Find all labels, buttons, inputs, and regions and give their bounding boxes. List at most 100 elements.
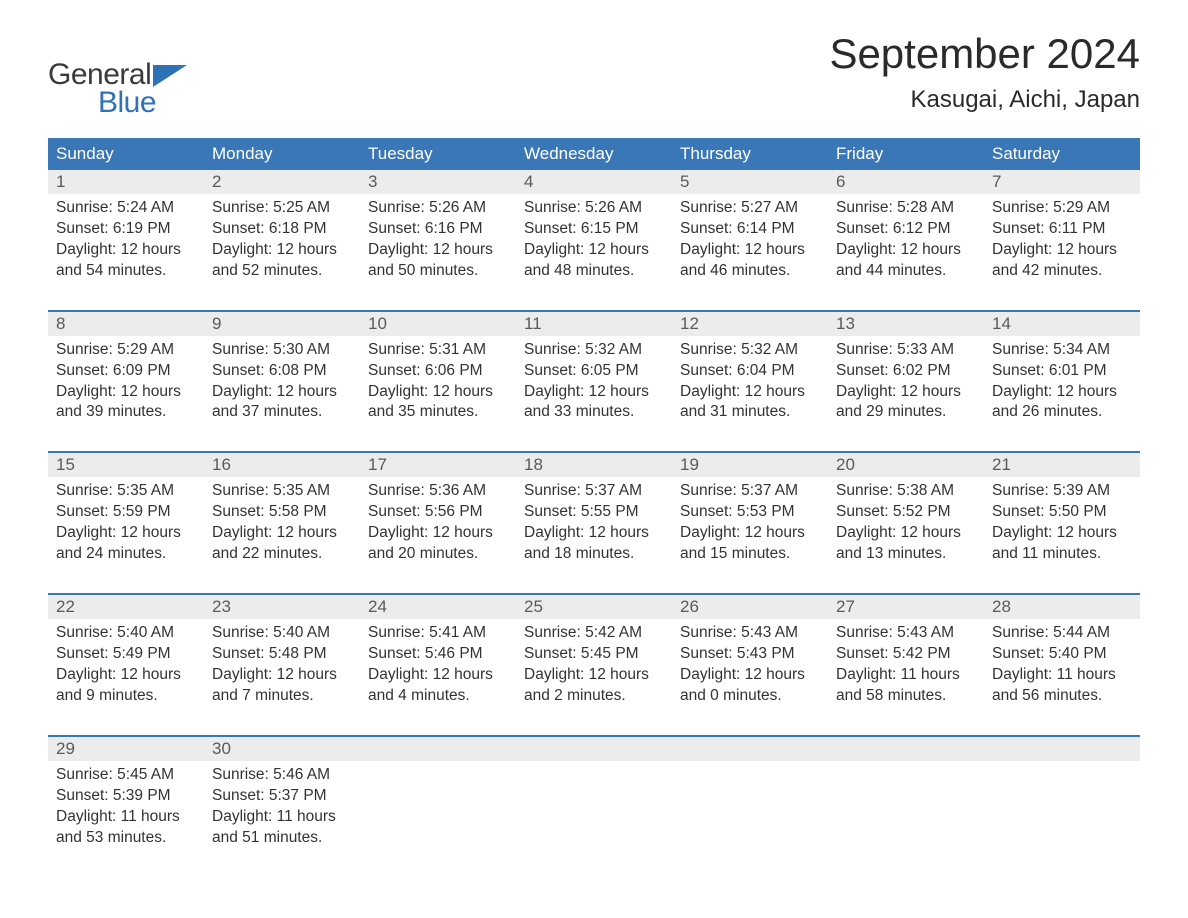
week-daynum-row: 1234567	[48, 170, 1140, 194]
day-number	[672, 737, 828, 761]
day-number-cell	[828, 737, 984, 761]
dow-header-saturday: Saturday	[984, 138, 1140, 170]
sunrise-line: Sunrise: 5:35 AM	[212, 481, 352, 502]
day-body: Sunrise: 5:40 AMSunset: 5:48 PMDaylight:…	[204, 619, 360, 735]
day-number-cell	[672, 737, 828, 761]
day-body: Sunrise: 5:32 AMSunset: 6:04 PMDaylight:…	[672, 336, 828, 452]
day-number: 16	[204, 453, 360, 477]
day-cell	[672, 761, 828, 877]
day-number-cell: 15	[48, 453, 204, 477]
sunrise-line: Sunrise: 5:43 AM	[836, 623, 976, 644]
sunrise-line: Sunrise: 5:28 AM	[836, 198, 976, 219]
sunrise-line: Sunrise: 5:45 AM	[56, 765, 196, 786]
day-cell: Sunrise: 5:35 AMSunset: 5:58 PMDaylight:…	[204, 477, 360, 593]
day-body: Sunrise: 5:29 AMSunset: 6:09 PMDaylight:…	[48, 336, 204, 452]
sunrise-line: Sunrise: 5:24 AM	[56, 198, 196, 219]
day-cell: Sunrise: 5:30 AMSunset: 6:08 PMDaylight:…	[204, 336, 360, 452]
day-number-cell: 22	[48, 595, 204, 619]
day-number-cell: 4	[516, 170, 672, 194]
day-body: Sunrise: 5:33 AMSunset: 6:02 PMDaylight:…	[828, 336, 984, 452]
day-body: Sunrise: 5:37 AMSunset: 5:53 PMDaylight:…	[672, 477, 828, 593]
day-number-cell: 30	[204, 737, 360, 761]
day-number-cell: 27	[828, 595, 984, 619]
day-body: Sunrise: 5:30 AMSunset: 6:08 PMDaylight:…	[204, 336, 360, 452]
sunset-line: Sunset: 6:18 PM	[212, 219, 352, 240]
day-cell: Sunrise: 5:39 AMSunset: 5:50 PMDaylight:…	[984, 477, 1140, 593]
week-body-row: Sunrise: 5:35 AMSunset: 5:59 PMDaylight:…	[48, 477, 1140, 593]
sunset-line: Sunset: 6:14 PM	[680, 219, 820, 240]
dow-header-wednesday: Wednesday	[516, 138, 672, 170]
day-number-cell: 13	[828, 312, 984, 336]
daylight-line: Daylight: 12 hours and 0 minutes.	[680, 665, 820, 707]
daylight-line: Daylight: 12 hours and 24 minutes.	[56, 523, 196, 565]
sunrise-line: Sunrise: 5:27 AM	[680, 198, 820, 219]
day-body: Sunrise: 5:37 AMSunset: 5:55 PMDaylight:…	[516, 477, 672, 593]
day-cell: Sunrise: 5:34 AMSunset: 6:01 PMDaylight:…	[984, 336, 1140, 452]
day-number	[360, 737, 516, 761]
sunrise-line: Sunrise: 5:40 AM	[56, 623, 196, 644]
week-daynum-row: 22232425262728	[48, 595, 1140, 619]
day-number-cell: 14	[984, 312, 1140, 336]
day-number: 6	[828, 170, 984, 194]
week-body-row: Sunrise: 5:29 AMSunset: 6:09 PMDaylight:…	[48, 336, 1140, 452]
day-body: Sunrise: 5:46 AMSunset: 5:37 PMDaylight:…	[204, 761, 360, 877]
sunrise-line: Sunrise: 5:41 AM	[368, 623, 508, 644]
day-body: Sunrise: 5:26 AMSunset: 6:15 PMDaylight:…	[516, 194, 672, 310]
sunset-line: Sunset: 6:08 PM	[212, 361, 352, 382]
day-body	[984, 761, 1140, 793]
sunset-line: Sunset: 5:39 PM	[56, 786, 196, 807]
day-cell: Sunrise: 5:31 AMSunset: 6:06 PMDaylight:…	[360, 336, 516, 452]
daylight-line: Daylight: 12 hours and 42 minutes.	[992, 240, 1132, 282]
day-number: 20	[828, 453, 984, 477]
day-body: Sunrise: 5:35 AMSunset: 5:59 PMDaylight:…	[48, 477, 204, 593]
daylight-line: Daylight: 12 hours and 13 minutes.	[836, 523, 976, 565]
sunset-line: Sunset: 5:49 PM	[56, 644, 196, 665]
dow-header-thursday: Thursday	[672, 138, 828, 170]
title-block: September 2024 Kasugai, Aichi, Japan	[829, 30, 1140, 114]
sunrise-line: Sunrise: 5:29 AM	[992, 198, 1132, 219]
sunset-line: Sunset: 6:09 PM	[56, 361, 196, 382]
sunrise-line: Sunrise: 5:34 AM	[992, 340, 1132, 361]
sunset-line: Sunset: 5:56 PM	[368, 502, 508, 523]
sunrise-line: Sunrise: 5:38 AM	[836, 481, 976, 502]
week-body-row: Sunrise: 5:24 AMSunset: 6:19 PM Daylight:…	[48, 194, 1140, 310]
daylight-line: Daylight: 12 hours and 31 minutes.	[680, 382, 820, 424]
day-number: 17	[360, 453, 516, 477]
day-number-cell: 9	[204, 312, 360, 336]
day-cell: Sunrise: 5:27 AMSunset: 6:14 PMDaylight:…	[672, 194, 828, 310]
daylight-line: Daylight: 12 hours and 29 minutes.	[836, 382, 976, 424]
daylight-line: Daylight: 12 hours and 44 minutes.	[836, 240, 976, 282]
sunset-line: Sunset: 6:19 PM	[56, 219, 196, 240]
day-body: Sunrise: 5:43 AMSunset: 5:43 PMDaylight:…	[672, 619, 828, 735]
sunrise-line: Sunrise: 5:40 AM	[212, 623, 352, 644]
sunrise-line: Sunrise: 5:32 AM	[524, 340, 664, 361]
day-body: Sunrise: 5:28 AMSunset: 6:12 PMDaylight:…	[828, 194, 984, 310]
week-daynum-row: 891011121314	[48, 312, 1140, 336]
day-body: Sunrise: 5:24 AMSunset: 6:19 PMDaylight:…	[48, 194, 204, 310]
day-number: 5	[672, 170, 828, 194]
sunset-line: Sunset: 6:05 PM	[524, 361, 664, 382]
calendar-table: SundayMondayTuesdayWednesdayThursdayFrid…	[48, 138, 1140, 876]
dow-header-row: SundayMondayTuesdayWednesdayThursdayFrid…	[48, 138, 1140, 170]
sunrise-line: Sunrise: 5:26 AM	[524, 198, 664, 219]
logo-word-blue: Blue	[98, 86, 187, 120]
day-number-cell: 19	[672, 453, 828, 477]
sunset-line: Sunset: 5:55 PM	[524, 502, 664, 523]
day-body: Sunrise: 5:32 AMSunset: 6:05 PMDaylight:…	[516, 336, 672, 452]
day-number	[516, 737, 672, 761]
month-title: September 2024	[829, 30, 1140, 78]
day-number-cell: 23	[204, 595, 360, 619]
day-body: Sunrise: 5:42 AMSunset: 5:45 PMDaylight:…	[516, 619, 672, 735]
day-number: 25	[516, 595, 672, 619]
day-number: 27	[828, 595, 984, 619]
day-number: 2	[204, 170, 360, 194]
day-cell: Sunrise: 5:40 AMSunset: 5:49 PMDaylight:…	[48, 619, 204, 735]
sunrise-line: Sunrise: 5:26 AM	[368, 198, 508, 219]
day-cell: Sunrise: 5:46 AMSunset: 5:37 PMDaylight:…	[204, 761, 360, 877]
day-cell: Sunrise: 5:25 AMSunset: 6:18 PMDaylight:…	[204, 194, 360, 310]
day-number: 8	[48, 312, 204, 336]
sunset-line: Sunset: 5:40 PM	[992, 644, 1132, 665]
header: General Blue September 2024 Kasugai, Aic…	[48, 30, 1140, 120]
day-cell	[360, 761, 516, 877]
day-cell: Sunrise: 5:38 AMSunset: 5:52 PMDaylight:…	[828, 477, 984, 593]
